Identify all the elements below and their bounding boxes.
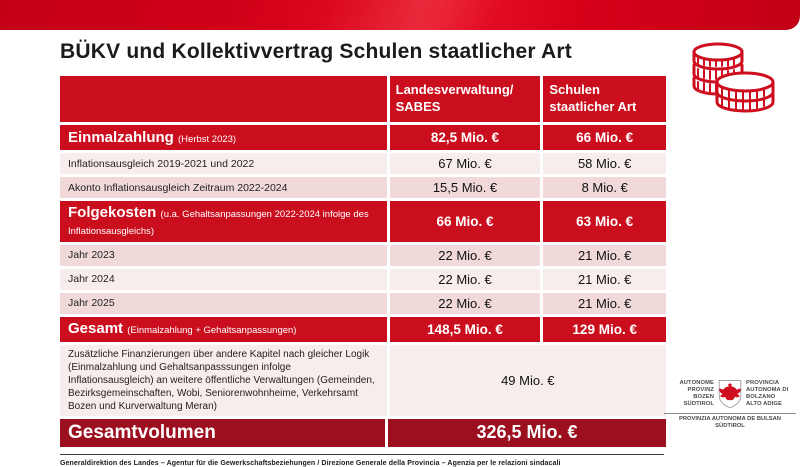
table-row-jahr-2023: Jahr 2023 22 Mio. € 21 Mio. € — [60, 244, 666, 266]
cell-value: 21 Mio. € — [543, 292, 666, 314]
cell-value: 129 Mio. € — [543, 316, 666, 342]
header-empty-cell — [60, 76, 387, 122]
row-label: Inflationsausgleich 2019-2021 und 2022 — [60, 153, 387, 174]
row-label: Akonto Inflationsausgleich Zeitraum 2022… — [60, 177, 387, 198]
cell-value: 63 Mio. € — [543, 201, 666, 242]
row-label: Gesamt (Einmalzahlung + Gehaltsanpassung… — [60, 316, 387, 342]
cell-value: 15,5 Mio. € — [389, 177, 541, 198]
table-row-gesamt: Gesamt (Einmalzahlung + Gehaltsanpassung… — [60, 316, 666, 342]
gesamtvolumen-label: Gesamtvolumen — [60, 418, 385, 447]
table-row-jahr-2024: Jahr 2024 22 Mio. € 21 Mio. € — [60, 268, 666, 290]
row-label: Jahr 2023 — [60, 244, 387, 266]
row-label: Einmalzahlung (Herbst 2023) — [60, 125, 387, 150]
row-label-note: (u.a. Gehaltsanpassungen 2022-2024 infol… — [68, 209, 369, 238]
cell-value: 148,5 Mio. € — [389, 316, 541, 342]
table-row-jahr-2025: Jahr 2025 22 Mio. € 21 Mio. € — [60, 292, 666, 314]
cell-value: 66 Mio. € — [543, 125, 666, 150]
cell-value: 66 Mio. € — [389, 201, 541, 242]
logo-separator — [664, 413, 796, 414]
header-col-schulen: Schulen staatlicher Art — [543, 76, 666, 122]
top-red-banner — [0, 0, 800, 30]
row-label: Jahr 2025 — [60, 292, 387, 314]
table-row-akonto: Akonto Inflationsausgleich Zeitraum 2022… — [60, 177, 666, 198]
cell-value: 8 Mio. € — [543, 177, 666, 198]
footer-divider — [60, 453, 664, 455]
logo-text-italian: PROVINCIA AUTONOMA DI BOLZANO ALTO ADIGE — [746, 380, 789, 407]
finance-table: Landesverwaltung/ SABES Schulen staatlic… — [57, 73, 669, 419]
logo-text-ladin: PROVINZIA AUTONOMA DE BULSAN SÜDTIROL — [679, 416, 781, 430]
cell-value: 21 Mio. € — [543, 244, 666, 266]
cell-value: 22 Mio. € — [389, 244, 541, 266]
page-title: BÜKV und Kollektivvertrag Schulen staatl… — [60, 40, 572, 63]
cell-value-merged: 49 Mio. € — [389, 344, 666, 416]
row-label: Zusätzliche Finanzierungen über andere K… — [60, 344, 387, 416]
table-row-folgekosten: Folgekosten (u.a. Gehaltsanpassungen 202… — [60, 201, 666, 242]
eagle-crest-icon — [718, 380, 742, 409]
main-table-area: Landesverwaltung/ SABES Schulen staatlic… — [60, 76, 666, 467]
coins-icon — [692, 42, 775, 113]
table-row-inflationsausgleich: Inflationsausgleich 2019-2021 und 2022 6… — [60, 153, 666, 174]
row-label-note: (Herbst 2023) — [178, 133, 237, 145]
footer-text: Generaldirektion des Landes – Agentur fü… — [60, 459, 561, 467]
row-label: Folgekosten (u.a. Gehaltsanpassungen 202… — [60, 201, 387, 242]
table-row-einmalzahlung: Einmalzahlung (Herbst 2023) 82,5 Mio. € … — [60, 125, 666, 150]
cell-value: 58 Mio. € — [543, 153, 666, 174]
cell-value: 82,5 Mio. € — [389, 125, 541, 150]
table-header-row: Landesverwaltung/ SABES Schulen staatlic… — [60, 76, 666, 122]
cell-value: 22 Mio. € — [389, 268, 541, 290]
logo-text-german: AUTONOME PROVINZ BOZEN SÜDTIROL — [679, 380, 714, 407]
header-col-landesverwaltung: Landesverwaltung/ SABES — [389, 76, 541, 122]
gesamtvolumen-value: 326,5 Mio. € — [388, 418, 666, 447]
row-label-note: (Einmalzahlung + Gehaltsanpassungen) — [127, 325, 297, 337]
cell-value: 67 Mio. € — [389, 153, 541, 174]
cell-value: 22 Mio. € — [389, 292, 541, 314]
table-row-zusaetzliche-finanzierungen: Zusätzliche Finanzierungen über andere K… — [60, 344, 666, 416]
gesamtvolumen-row: Gesamtvolumen 326,5 Mio. € — [60, 418, 666, 447]
province-logo: AUTONOME PROVINZ BOZEN SÜDTIROL PROVINCI… — [664, 378, 796, 430]
row-label: Jahr 2024 — [60, 268, 387, 290]
cell-value: 21 Mio. € — [543, 268, 666, 290]
